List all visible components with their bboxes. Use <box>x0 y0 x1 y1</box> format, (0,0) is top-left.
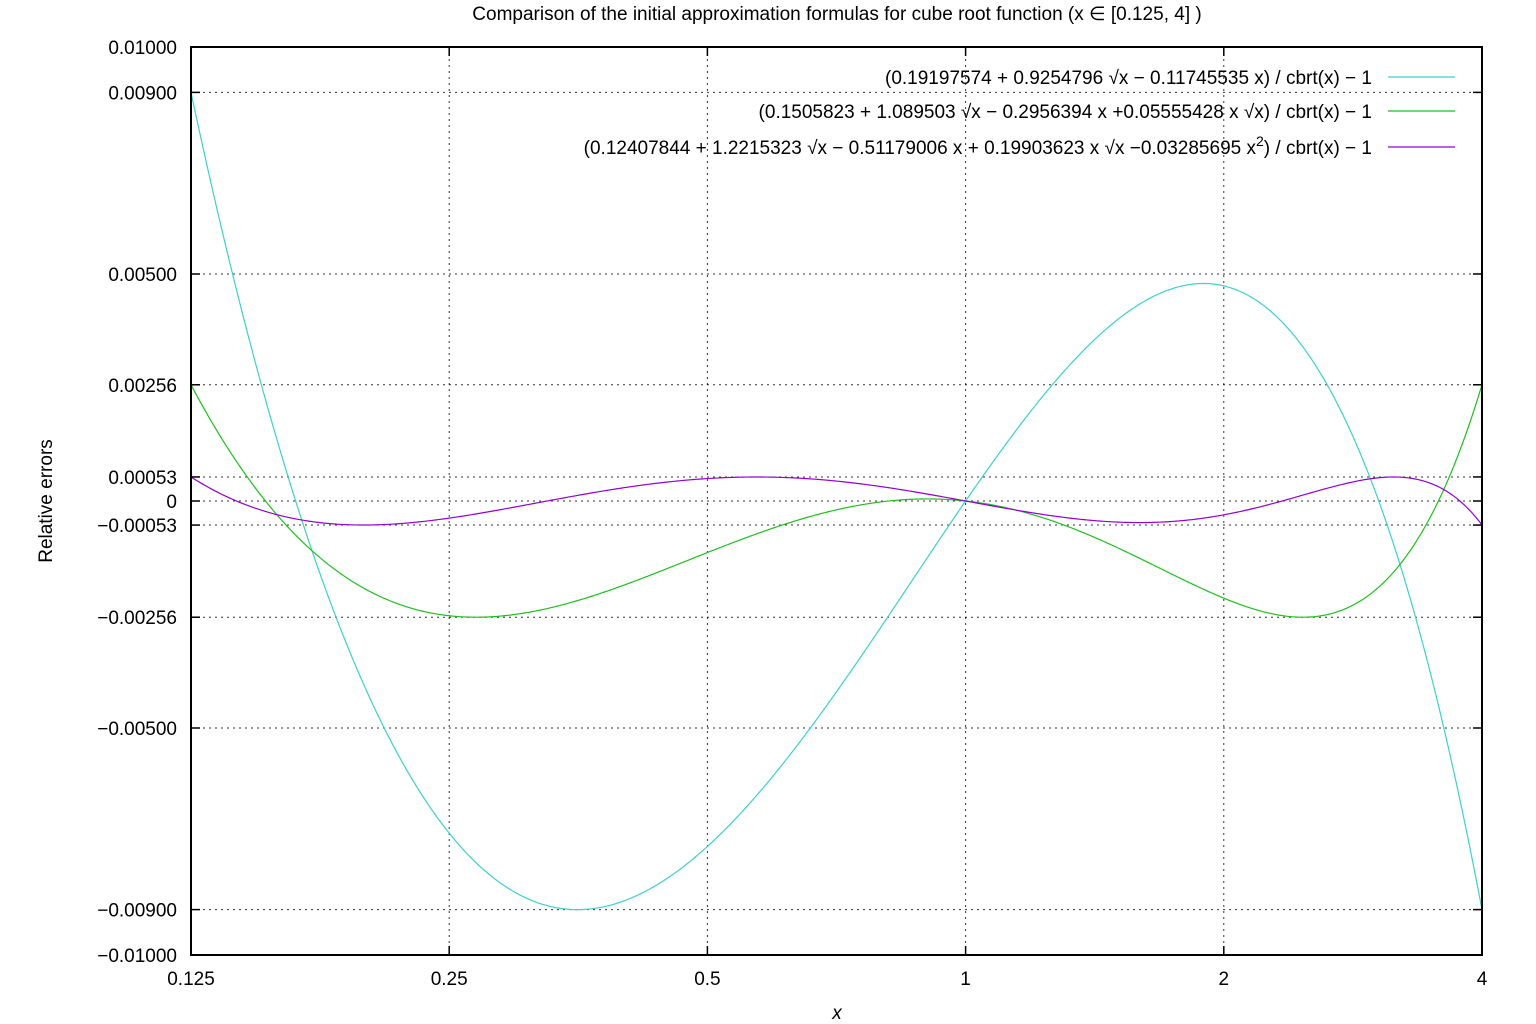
x-tick-label: 4 <box>1477 969 1488 990</box>
y-tick-label: 0 <box>166 492 177 513</box>
axes: 0.01000 0.00900 0.00500 0.00256 0.00053 0 −0.0… <box>97 38 1487 990</box>
y-tick-label: 0.01000 <box>108 38 177 59</box>
y-axis-label: Relative errors <box>36 439 57 563</box>
x-tick-label: 0.125 <box>167 969 215 990</box>
series-lines <box>190 92 1483 911</box>
legend-label-2: (0.1505823 + 1.089503 √x − 0.2956394 x +… <box>759 102 1372 123</box>
legend-label-superscript: 2 <box>1256 133 1264 149</box>
x-tick-label: 0.25 <box>431 969 468 990</box>
legend-label-main: (0.12407844 + 1.2215323 √x − 0.51179006 … <box>584 138 1257 159</box>
y-tick-label: −0.01000 <box>97 946 177 967</box>
legend: (0.19197574 + 0.9254796 √x − 0.11745535 … <box>584 68 1455 159</box>
y-tick-label: 0.00900 <box>108 83 177 104</box>
y-tick-label: −0.00256 <box>97 608 177 629</box>
y-tick-label: 0.00500 <box>108 265 177 286</box>
series-line-1 <box>190 92 1483 911</box>
legend-label-main: (0.19197574 + 0.9254796 √x − 0.11745535 … <box>885 68 1372 89</box>
grid <box>191 47 1482 955</box>
series-line-2 <box>190 384 1483 618</box>
x-tick-label: 1 <box>960 969 971 990</box>
y-tick-label: 0.00256 <box>108 376 177 397</box>
y-tick-label: 0.00053 <box>108 468 177 489</box>
legend-label-main: (0.1505823 + 1.089503 √x − 0.2956394 x +… <box>759 102 1372 123</box>
legend-label-3: (0.12407844 + 1.2215323 √x − 0.51179006 … <box>584 133 1372 159</box>
legend-label-tail: ) / cbrt(x) − 1 <box>1264 138 1372 159</box>
x-axis-label: x <box>831 1003 843 1024</box>
plot-border <box>190 46 1483 956</box>
chart-title: Comparison of the initial approximation … <box>472 4 1201 25</box>
y-tick-label: −0.00900 <box>97 901 177 922</box>
y-tick-label: −0.00053 <box>97 516 177 537</box>
x-tick-label: 0.5 <box>694 969 720 990</box>
x-tick-label: 2 <box>1219 969 1230 990</box>
legend-label-1: (0.19197574 + 0.9254796 √x − 0.11745535 … <box>885 68 1372 89</box>
y-tick-label: −0.00500 <box>97 719 177 740</box>
series-line-3 <box>190 476 1483 526</box>
